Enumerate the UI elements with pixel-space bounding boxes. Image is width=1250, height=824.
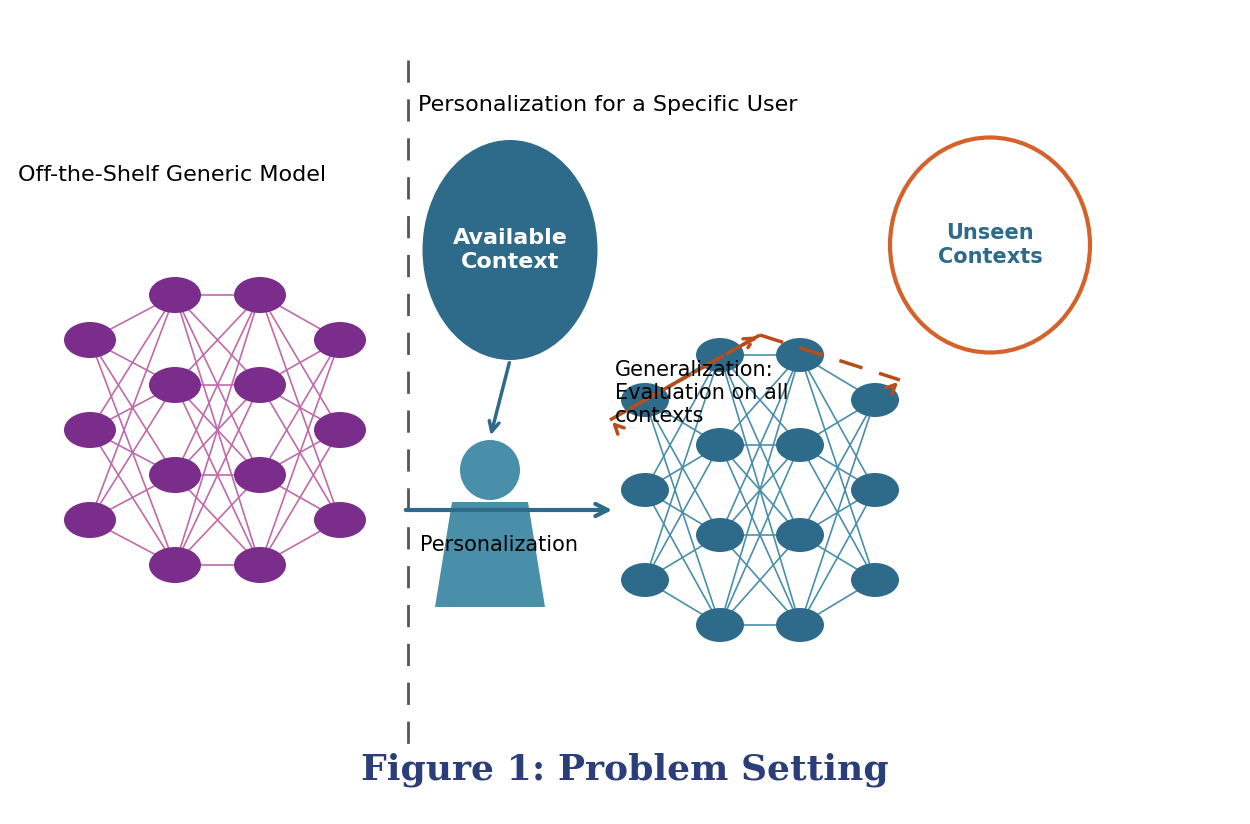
- Ellipse shape: [776, 338, 824, 372]
- Text: Available
Context: Available Context: [452, 228, 568, 272]
- Text: Figure 1: Problem Setting: Figure 1: Problem Setting: [361, 753, 889, 787]
- Ellipse shape: [460, 440, 520, 500]
- Ellipse shape: [234, 547, 286, 583]
- Text: Personalization: Personalization: [420, 535, 578, 555]
- Ellipse shape: [314, 412, 366, 448]
- Ellipse shape: [314, 322, 366, 358]
- Ellipse shape: [776, 518, 824, 552]
- Ellipse shape: [422, 140, 598, 360]
- Ellipse shape: [696, 608, 744, 642]
- Ellipse shape: [64, 412, 116, 448]
- Ellipse shape: [149, 367, 201, 403]
- Ellipse shape: [64, 502, 116, 538]
- Ellipse shape: [234, 277, 286, 313]
- Polygon shape: [435, 502, 545, 607]
- Ellipse shape: [851, 563, 899, 597]
- Ellipse shape: [149, 547, 201, 583]
- Ellipse shape: [64, 322, 116, 358]
- Ellipse shape: [890, 138, 1090, 353]
- Ellipse shape: [851, 383, 899, 417]
- Ellipse shape: [696, 428, 744, 462]
- Ellipse shape: [696, 518, 744, 552]
- Text: Off-the-Shelf Generic Model: Off-the-Shelf Generic Model: [18, 165, 326, 185]
- Text: Personalization for a Specific User: Personalization for a Specific User: [418, 95, 798, 115]
- Ellipse shape: [314, 502, 366, 538]
- Ellipse shape: [149, 277, 201, 313]
- Ellipse shape: [776, 428, 824, 462]
- Ellipse shape: [696, 338, 744, 372]
- Text: Unseen
Contexts: Unseen Contexts: [938, 223, 1042, 267]
- Text: Generalization:
Evaluation on all
contexts: Generalization: Evaluation on all contex…: [615, 360, 789, 426]
- Ellipse shape: [621, 383, 669, 417]
- Ellipse shape: [776, 608, 824, 642]
- Ellipse shape: [851, 473, 899, 507]
- Ellipse shape: [149, 457, 201, 493]
- Ellipse shape: [234, 457, 286, 493]
- Ellipse shape: [621, 473, 669, 507]
- Ellipse shape: [621, 563, 669, 597]
- Ellipse shape: [234, 367, 286, 403]
